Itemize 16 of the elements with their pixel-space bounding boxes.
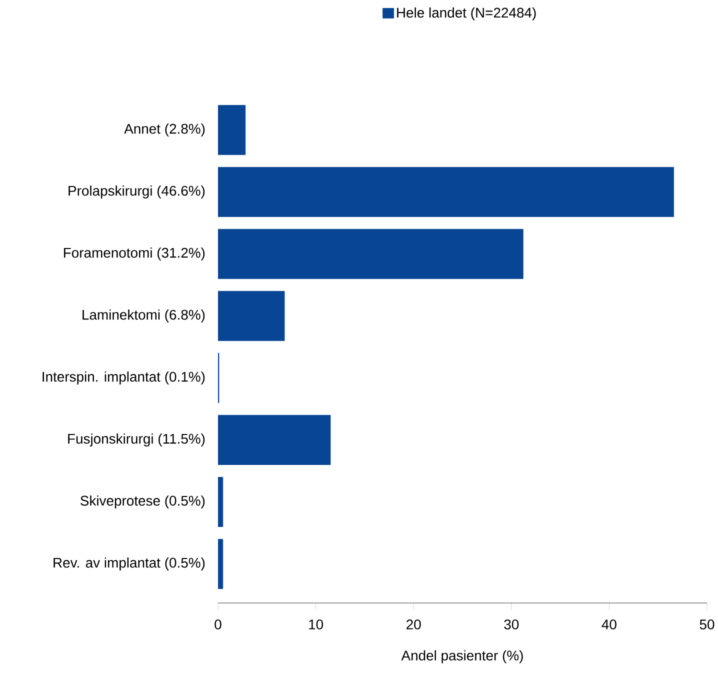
y-tick-label: Foramenotomi (31.2%) [64,247,205,260]
y-tick-label: Skiveprotese (0.5%) [80,495,205,508]
x-tick-label: 50 [700,620,714,630]
y-tick-label: Annet (2.8%) [124,123,205,136]
y-tick-label: Rev. av implantat (0.5%) [54,557,205,570]
legend-label: Hele landet (N=22484) [397,7,536,20]
y-tick-label: Fusjonskirurgi (11.5%) [68,433,205,446]
x-tick-label: 40 [602,620,616,630]
y-tick-label: Prolapskirurgi (46.6%) [68,185,205,198]
y-tick-label: Laminektomi (6.8%) [82,309,205,322]
x-tick-label: 10 [309,620,324,630]
x-tick-label: 0 [214,620,222,630]
x-tick-label: 30 [504,620,519,630]
x-axis-title: Andel pasienter (%) [401,650,523,664]
y-tick-label: Interspin. implantat (0.1%) [42,371,205,384]
x-tick-label: 20 [406,620,421,630]
